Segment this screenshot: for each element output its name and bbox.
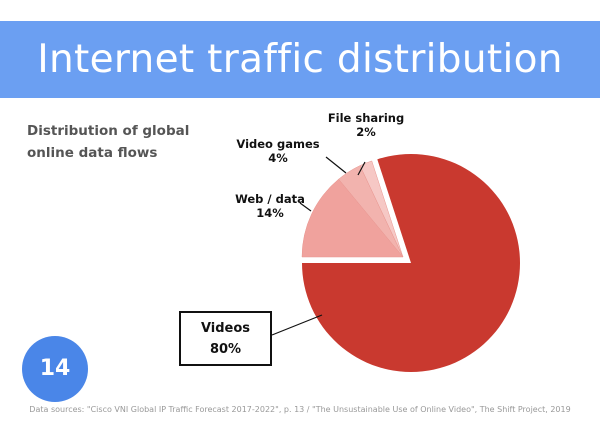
leader-line-videos — [271, 314, 323, 336]
slice-videos — [302, 153, 520, 372]
leader-line-file-sharing — [357, 161, 366, 176]
label-file-sharing-name: File sharing — [328, 111, 404, 125]
videos-label-box: Videos 80% — [179, 311, 272, 366]
label-file-sharing-value: 2% — [356, 125, 376, 139]
leader-line-web-data — [299, 202, 312, 212]
label-video-games-value: 4% — [268, 151, 288, 165]
chart-subtitle: Distribution of global online data flows — [27, 120, 227, 164]
subtitle-line-1: Distribution of global — [27, 123, 190, 139]
data-source-note: Data sources: "Cisco VNI Global IP Traff… — [29, 405, 571, 414]
label-videos-value: 80% — [209, 342, 242, 357]
page-title: Internet traffic distribution — [0, 21, 600, 98]
label-web-data-name: Web / data — [235, 192, 305, 206]
page-number-badge: 14 — [22, 336, 88, 402]
leader-line-video-games — [325, 156, 347, 174]
label-video-games-name: Video games — [236, 137, 319, 151]
label-videos-name: Videos — [200, 321, 251, 336]
slice-file-sharing — [359, 160, 404, 258]
slice-web-data — [301, 178, 404, 258]
label-web-data-value: 14% — [256, 206, 284, 220]
subtitle-line-2: online data flows — [27, 145, 158, 161]
